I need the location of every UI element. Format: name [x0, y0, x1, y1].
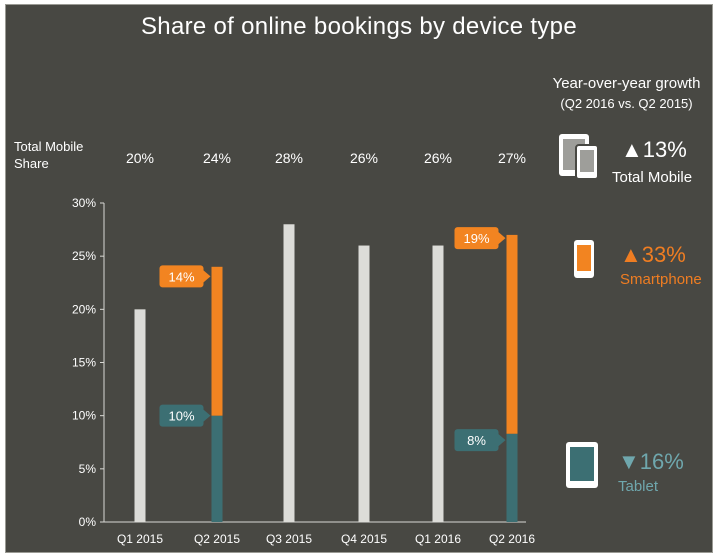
data-label: 8% — [467, 433, 486, 448]
growth-subtitle: (Q2 2016 vs. Q2 2015) — [560, 96, 693, 111]
data-label-pointer — [498, 232, 506, 245]
bar-total-mobile — [134, 309, 146, 522]
data-label-pointer — [203, 270, 211, 283]
bar-smartphone — [506, 234, 518, 434]
x-tick-label: Q2 2016 — [489, 532, 535, 546]
bar-chart: 0% 5% 10% 15% 20% 25% 30% Q1 2015 Q2 2015 Q3 2015… — [72, 196, 535, 546]
data-label-box — [159, 404, 204, 427]
tablet-growth: ▼16% — [618, 449, 684, 474]
bar-tablet — [506, 433, 518, 522]
bar-total-mobile — [358, 245, 370, 523]
smartphone-label: Smartphone — [620, 271, 702, 288]
smartphone-icon — [574, 240, 594, 278]
data-label: 19% — [463, 231, 489, 246]
y-tick-label: 25% — [72, 249, 96, 263]
y-tick-label: 15% — [72, 356, 96, 370]
chart-frame: Share of online bookings by device type … — [5, 4, 713, 553]
bar-total-mobile — [283, 224, 295, 522]
y-tick-label: 20% — [72, 302, 96, 316]
data-label: 10% — [168, 409, 194, 424]
bar-tablet — [211, 415, 223, 522]
data-label-box — [454, 429, 499, 452]
data-label-box — [159, 265, 204, 288]
growth-title: Year-over-year growth — [552, 75, 701, 92]
tablet-label: Tablet — [618, 478, 659, 495]
share-value: 26% — [349, 150, 379, 166]
total-mobile-label: Total Mobile — [612, 169, 693, 186]
y-tick-label: 0% — [79, 515, 97, 529]
x-tick-label: Q4 2015 — [341, 532, 387, 546]
share-value: 28% — [274, 150, 304, 166]
data-label-box — [454, 227, 499, 250]
share-value: 27% — [497, 150, 527, 166]
data-label-pointer — [498, 434, 506, 447]
smartphone-growth: ▲33% — [620, 242, 686, 267]
share-value: 24% — [202, 150, 232, 166]
devices-icon — [559, 134, 599, 180]
chart-title: Share of online bookings by device type — [141, 13, 577, 40]
total-mobile-share-label: Total Mobile Share — [14, 139, 84, 171]
x-tick-label: Q1 2016 — [415, 532, 461, 546]
y-tick-label: 30% — [72, 196, 96, 210]
share-value: 26% — [423, 150, 453, 166]
y-tick-label: 5% — [79, 462, 97, 476]
x-tick-label: Q2 2015 — [194, 532, 240, 546]
data-label: 14% — [168, 269, 194, 284]
bar-smartphone — [211, 266, 223, 416]
share-value: 20% — [125, 150, 155, 166]
x-tick-label: Q3 2015 — [266, 532, 312, 546]
y-tick-label: 10% — [72, 409, 96, 423]
tablet-icon — [566, 442, 598, 488]
bar-total-mobile — [432, 245, 444, 523]
data-label-pointer — [203, 409, 211, 422]
total-mobile-growth: ▲13% — [621, 137, 687, 162]
x-tick-label: Q1 2015 — [117, 532, 163, 546]
